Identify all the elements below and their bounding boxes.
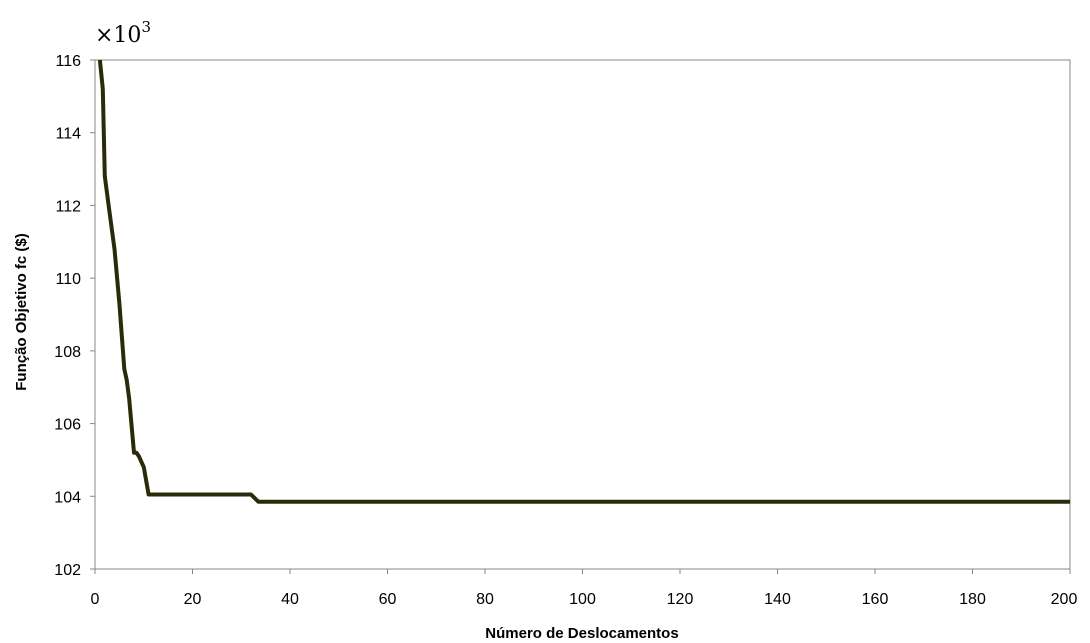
x-axis-ticks: 0 20 40 60 80 100 120 140 160 180 200 <box>91 569 1078 608</box>
x-axis-title: Número de Deslocamentos <box>485 625 678 642</box>
x-tick-label: 160 <box>862 591 889 608</box>
x-tick-label: 20 <box>184 591 202 608</box>
x-tick-label: 120 <box>667 591 694 608</box>
y-axis-multiplier: ×103 <box>95 18 151 48</box>
x-tick-label: 40 <box>281 591 299 608</box>
x-tick-label: 80 <box>476 591 494 608</box>
y-tick-label: 110 <box>55 271 81 288</box>
y-tick-label: 114 <box>55 126 81 143</box>
x-tick-label: 60 <box>379 591 397 608</box>
x-tick-label: 100 <box>569 591 596 608</box>
y-tick-label: 108 <box>54 344 81 361</box>
series-layer <box>97 59 1070 504</box>
x-tick-label: 140 <box>764 591 791 608</box>
x-tick-label: 200 <box>1051 591 1078 608</box>
x-tick-label: 0 <box>91 591 100 608</box>
y-axis-ticks: 102 104 106 108 110 112 114 116 <box>54 53 95 579</box>
series-line-0 <box>97 59 1070 504</box>
y-tick-label: 112 <box>55 198 81 215</box>
y-tick-label: 106 <box>54 417 81 434</box>
y-tick-label: 104 <box>54 489 81 506</box>
y-tick-label: 116 <box>55 53 81 70</box>
y-axis-title: Função Objetivo fc ($) <box>13 233 30 391</box>
x-tick-label: 180 <box>959 591 986 608</box>
y-tick-label: 102 <box>54 562 81 579</box>
